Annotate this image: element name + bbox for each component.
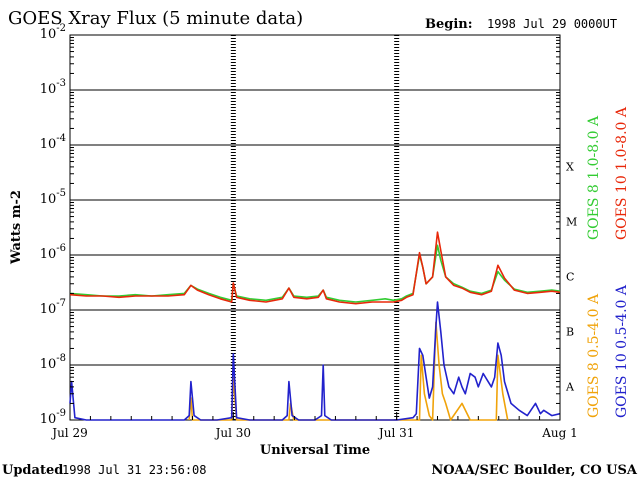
legend: GOES 8 1.0-8.0 A GOES 10 1.0-8.0 A GOES 8 … <box>586 106 630 418</box>
legend-entry: GOES 8 0.5-4.0 A <box>586 293 602 418</box>
y-tick-label: 10-7 <box>40 298 66 317</box>
x-tick-label: Jul 30 <box>214 426 251 440</box>
y-tick-label: 10-5 <box>40 188 66 207</box>
x-tick-label: Jul 29 <box>50 426 87 440</box>
series-line <box>69 231 561 305</box>
x-tick-label: Jul 31 <box>377 426 414 440</box>
flare-class-labels: X M C B A <box>565 161 577 394</box>
y-tick-label: 10-6 <box>40 243 66 262</box>
y-tick-label: 10-9 <box>40 408 66 427</box>
begin-label: Begin: <box>425 17 473 32</box>
plot-frame <box>69 34 561 421</box>
flare-class-m: M <box>566 216 577 229</box>
begin-value: 1998 Jul 29 0000UT <box>487 17 617 31</box>
legend-entry: GOES 8 1.0-8.0 A <box>586 115 602 240</box>
day-separators <box>230 35 400 420</box>
flare-class-b: B <box>566 326 574 339</box>
plot-area <box>69 34 561 421</box>
x-axis-label: Universal Time <box>260 443 370 458</box>
series-line <box>69 301 561 421</box>
legend-entry: GOES 10 0.5-4.0 A <box>614 284 630 418</box>
y-tick-label: 10-8 <box>40 353 66 372</box>
series-line <box>188 321 509 421</box>
x-tick-label: Aug 1 <box>541 426 578 440</box>
flare-class-c: C <box>566 271 574 284</box>
y-tick-label: 10-2 <box>40 23 66 42</box>
x-axis-ticks: Jul 29 Jul 30 Jul 31 Aug 1 <box>50 412 578 440</box>
decade-gridlines <box>70 89 560 366</box>
flare-class-a: A <box>565 381 575 394</box>
updated-label: Updated <box>2 463 63 478</box>
credit-text: NOAA/SEC Boulder, CO USA <box>431 463 638 478</box>
legend-entry: GOES 10 1.0-8.0 A <box>614 106 630 240</box>
series-layer <box>69 231 561 421</box>
y-tick-label: 10-3 <box>40 78 66 97</box>
y-axis-label: Watts m-2 <box>9 190 24 265</box>
y-axis-ticks: 10-2 10-3 10-4 10-5 10-6 10-7 10-8 10-9 <box>40 23 560 427</box>
y-tick-label: 10-4 <box>40 133 66 152</box>
updated-value: 1998 Jul 31 23:56:08 <box>62 463 207 477</box>
flare-class-x: X <box>566 161 574 174</box>
chart-title: GOES Xray Flux (5 minute data) <box>8 8 303 29</box>
